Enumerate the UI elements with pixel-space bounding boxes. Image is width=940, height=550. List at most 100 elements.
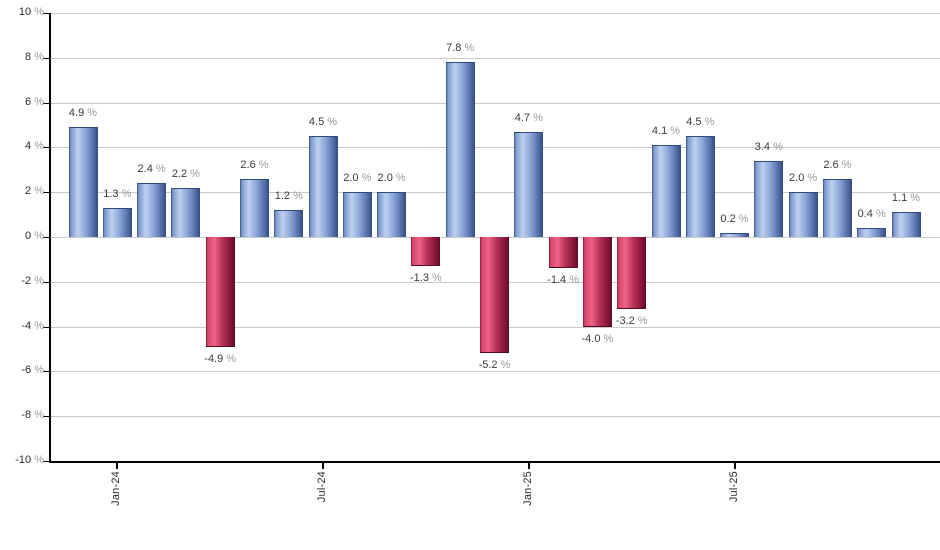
percent-sign: % xyxy=(530,112,543,124)
y-axis-tick-label: 6 % xyxy=(0,96,44,109)
value-text: -1.3 xyxy=(409,272,429,284)
value-text: -2 xyxy=(21,275,32,287)
bar xyxy=(857,228,887,237)
bar xyxy=(445,62,475,237)
bar xyxy=(548,237,578,268)
value-text: 0.2 xyxy=(720,213,736,225)
x-axis-tick xyxy=(527,463,530,469)
y-axis-tick-label: 0 % xyxy=(0,230,44,243)
x-axis-tick-label: Jan-24 xyxy=(110,471,122,511)
y-axis-tick-label: -10 % xyxy=(0,454,44,467)
value-text: 4.1 xyxy=(651,125,668,137)
percent-sign: % xyxy=(31,454,44,466)
percent-sign: % xyxy=(667,125,681,137)
bar-value-label: -1.4 % xyxy=(531,274,595,287)
bar xyxy=(582,237,612,327)
value-text: -4.0 xyxy=(581,333,601,345)
value-text: 4.5 xyxy=(308,116,325,128)
y-axis-tick xyxy=(43,416,49,417)
x-axis-tick xyxy=(322,463,324,469)
bar-value-label: 4.5 % xyxy=(668,116,732,129)
bar-value-label: 2.6 % xyxy=(805,159,869,172)
percent-sign: % xyxy=(735,213,749,225)
value-text: -10 xyxy=(15,454,32,466)
y-axis-line xyxy=(49,13,51,463)
bar xyxy=(102,208,132,237)
y-axis-tick xyxy=(43,327,49,328)
x-axis-tick-label: Jul-24 xyxy=(316,471,328,507)
value-text: 2.6 xyxy=(240,159,256,171)
percent-sign: % xyxy=(255,159,269,171)
percent-sign: % xyxy=(634,315,648,327)
bar-value-label: -5.2 % xyxy=(463,359,527,372)
gridline xyxy=(51,103,940,104)
bar xyxy=(617,237,647,309)
bar-value-label: 1.1 % xyxy=(874,192,938,205)
gridline xyxy=(51,416,940,417)
bar xyxy=(685,136,715,237)
x-axis-tick-label-text: Jul-25 xyxy=(727,471,740,503)
bar-value-label: 7.8 % xyxy=(428,42,492,55)
percent-sign: % xyxy=(31,6,44,18)
y-axis-tick xyxy=(43,147,49,148)
percent-sign: % xyxy=(84,107,98,119)
bar-value-label: -3.2 % xyxy=(600,315,664,328)
value-text: 1.2 xyxy=(274,190,291,202)
y-axis-tick xyxy=(43,103,49,104)
x-axis-line xyxy=(49,461,940,463)
value-text: 7.8 xyxy=(446,42,462,54)
value-text: -8 xyxy=(21,409,32,421)
bar-value-label: -4.0 % xyxy=(565,333,629,346)
bar xyxy=(754,161,784,237)
percent-sign: % xyxy=(324,116,338,128)
percent-sign: % xyxy=(392,172,406,184)
bar xyxy=(651,145,681,237)
bar-value-label: 2.0 % xyxy=(360,172,424,185)
bar-value-label: 2.2 % xyxy=(154,168,218,181)
bar xyxy=(822,179,852,237)
bar xyxy=(308,136,338,237)
value-text: -4 xyxy=(21,320,32,332)
value-text: -6 xyxy=(21,364,32,376)
percent-sign: % xyxy=(497,359,511,371)
bar-value-label: 0.2 % xyxy=(703,213,767,226)
bar-value-label: 4.7 % xyxy=(497,112,561,125)
bar-value-label: 2.6 % xyxy=(223,159,287,172)
bar xyxy=(377,192,407,237)
bar-value-label: -1.3 % xyxy=(394,272,458,285)
bar-value-label: 2.4 % xyxy=(120,163,184,176)
percent-sign: % xyxy=(358,172,372,184)
bar xyxy=(205,237,235,347)
x-axis-tick xyxy=(733,463,736,469)
y-axis-tick-label: 8 % xyxy=(0,51,44,64)
value-text: 1.3 xyxy=(103,188,119,200)
value-text: -3.2 xyxy=(615,315,635,327)
percent-sign: % xyxy=(600,333,614,345)
x-axis-tick xyxy=(116,463,119,469)
bar xyxy=(514,132,544,237)
bar-value-label: 3.4 % xyxy=(737,141,801,154)
value-text: 0 xyxy=(25,230,32,242)
value-text: 2.0 xyxy=(377,172,393,184)
y-axis-tick-label: -8 % xyxy=(0,409,44,422)
percent-sign: % xyxy=(31,409,44,421)
gridline xyxy=(51,371,940,372)
y-axis-tick xyxy=(43,371,49,372)
y-axis-tick-label: -2 % xyxy=(0,275,44,288)
y-axis-tick xyxy=(43,13,49,14)
value-text: -5.2 xyxy=(478,359,498,371)
gridline xyxy=(51,192,940,193)
x-axis-tick-label-text: Jan-24 xyxy=(110,471,123,506)
y-axis-tick-label: -4 % xyxy=(0,320,44,333)
percent-sign: % xyxy=(31,185,44,197)
percent-sign: % xyxy=(566,274,579,286)
bar xyxy=(274,210,304,237)
bar-value-label: 2.0 % xyxy=(771,172,835,185)
value-text: 0.4 xyxy=(857,208,873,220)
percent-sign: % xyxy=(31,320,44,332)
value-text: 10 xyxy=(18,6,32,18)
percent-sign: % xyxy=(31,230,44,242)
bar xyxy=(137,183,167,237)
percent-sign: % xyxy=(31,275,44,287)
